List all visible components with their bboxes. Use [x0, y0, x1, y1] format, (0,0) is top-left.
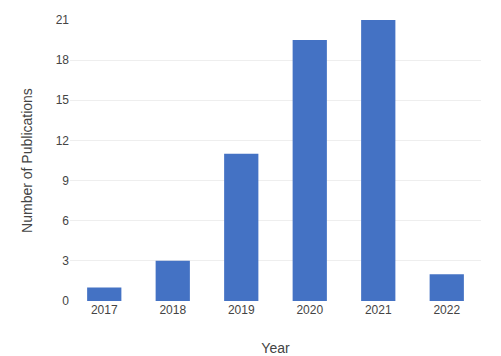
- svg-text:2017: 2017: [91, 303, 118, 317]
- svg-text:2021: 2021: [365, 303, 392, 317]
- svg-text:12: 12: [56, 134, 70, 148]
- svg-text:2022: 2022: [433, 303, 460, 317]
- svg-text:9: 9: [62, 174, 69, 188]
- svg-text:2019: 2019: [228, 303, 255, 317]
- svg-text:Number of Publications: Number of Publications: [19, 88, 35, 233]
- svg-text:21: 21: [56, 13, 70, 27]
- svg-text:Year: Year: [261, 340, 290, 356]
- svg-text:3: 3: [62, 254, 69, 268]
- svg-text:18: 18: [56, 53, 70, 67]
- svg-text:2020: 2020: [296, 303, 323, 317]
- svg-text:0: 0: [62, 294, 69, 308]
- svg-text:2018: 2018: [159, 303, 186, 317]
- svg-text:15: 15: [56, 93, 70, 107]
- svg-text:6: 6: [62, 214, 69, 228]
